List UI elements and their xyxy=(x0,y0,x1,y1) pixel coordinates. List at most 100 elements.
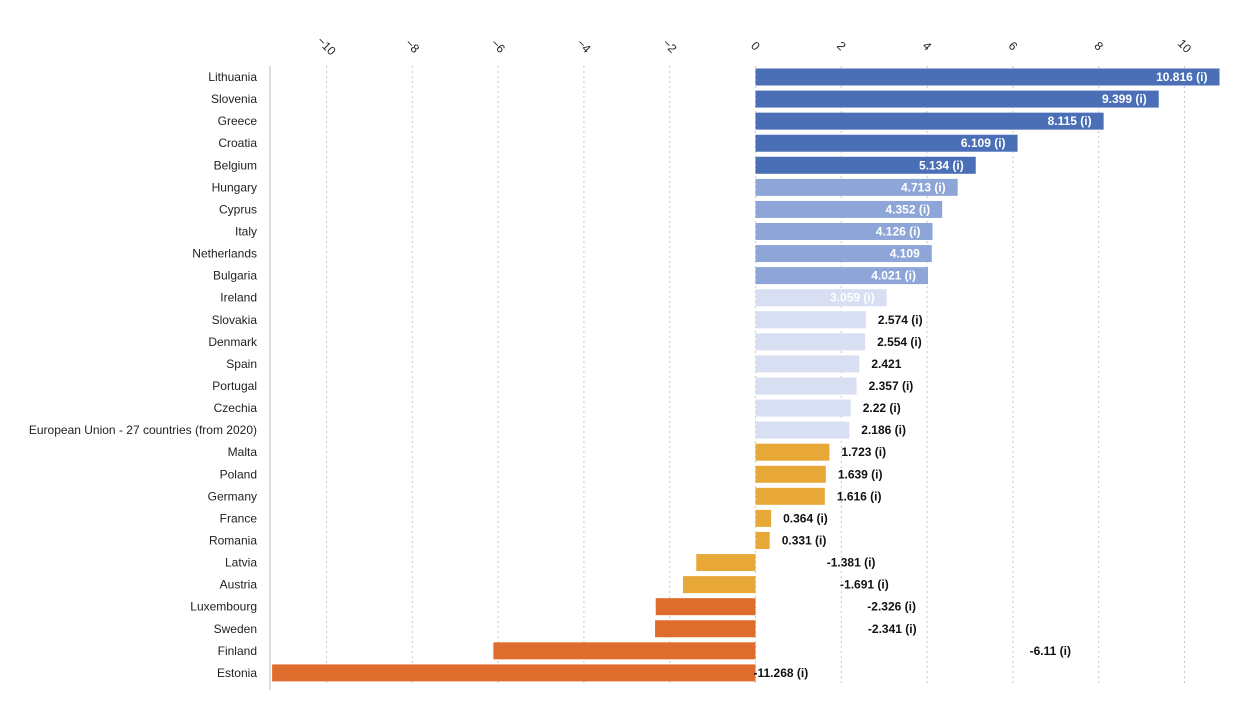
x-tick-label: 0 xyxy=(748,39,763,54)
value-label: 4.109 xyxy=(890,247,920,261)
category-label: Spain xyxy=(226,357,257,371)
bar[interactable] xyxy=(755,443,830,461)
bar[interactable] xyxy=(272,664,756,682)
x-tick-label: −4 xyxy=(574,36,594,56)
bar[interactable] xyxy=(682,576,756,594)
value-label: -11.268 (i) xyxy=(754,666,809,680)
category-label: Bulgaria xyxy=(213,269,257,283)
category-label: Malta xyxy=(228,445,258,459)
bars xyxy=(272,68,1220,682)
grid-layer xyxy=(269,66,1185,690)
value-label: 2.554 (i) xyxy=(877,335,922,349)
value-label: 10.816 (i) xyxy=(1156,70,1207,84)
bar[interactable] xyxy=(755,68,1220,86)
bar[interactable] xyxy=(655,620,756,638)
category-label: Portugal xyxy=(212,379,257,393)
category-label: Belgium xyxy=(214,158,257,172)
bar[interactable] xyxy=(755,399,851,417)
category-label: Estonia xyxy=(217,666,257,680)
category-label: Poland xyxy=(220,467,257,481)
value-label: 2.186 (i) xyxy=(861,423,906,437)
value-label: 8.115 (i) xyxy=(1048,114,1092,128)
category-label: Latvia xyxy=(225,556,257,570)
value-label: 0.364 (i) xyxy=(783,511,828,525)
value-label: 6.109 (i) xyxy=(961,136,1006,150)
category-label: Austria xyxy=(220,578,258,592)
bar[interactable] xyxy=(755,222,933,240)
value-label: 2.22 (i) xyxy=(863,401,901,415)
value-label: 9.399 (i) xyxy=(1102,92,1147,106)
bar[interactable] xyxy=(696,554,756,572)
bar[interactable] xyxy=(755,245,932,263)
value-label: 4.352 (i) xyxy=(885,202,930,216)
bar[interactable] xyxy=(755,134,1018,152)
value-labels: 10.816 (i) 9.399 (i) 8.115 (i) 6.109 (i) 5.1… xyxy=(754,70,1208,680)
bar[interactable] xyxy=(755,377,857,395)
category-label: Greece xyxy=(218,114,258,128)
x-tick-label: −6 xyxy=(488,36,508,56)
x-tick-label: −2 xyxy=(660,36,680,56)
category-label: Slovakia xyxy=(212,313,258,327)
category-label: Italy xyxy=(235,224,257,238)
value-label: 4.713 (i) xyxy=(901,180,946,194)
x-tick-label: 10 xyxy=(1175,36,1195,56)
x-tick-label: 6 xyxy=(1006,39,1021,54)
value-label: 4.126 (i) xyxy=(876,224,921,238)
category-label: Luxembourg xyxy=(190,600,257,614)
value-label: 4.021 (i) xyxy=(871,269,916,283)
category-label: Croatia xyxy=(218,136,257,150)
bar[interactable] xyxy=(755,421,850,439)
category-label: France xyxy=(220,511,258,525)
category-label: Romania xyxy=(209,533,257,547)
category-label: Denmark xyxy=(208,335,258,349)
bar[interactable] xyxy=(755,531,770,549)
bar[interactable] xyxy=(755,289,887,307)
category-label: Lithuania xyxy=(208,70,257,84)
bar[interactable] xyxy=(755,200,943,218)
x-axis-ticks: −10 −8 −6 −4 −2 0 2 4 6 8 10 xyxy=(314,34,1194,59)
bar[interactable] xyxy=(755,178,958,196)
x-tick-label: −8 xyxy=(403,36,423,56)
bar[interactable] xyxy=(755,487,825,505)
category-label: Cyprus xyxy=(219,202,257,216)
bar[interactable] xyxy=(755,355,860,373)
value-label: 0.331 (i) xyxy=(782,533,827,547)
value-label: -2.341 (i) xyxy=(868,622,917,636)
bar[interactable] xyxy=(755,112,1104,130)
category-label: Sweden xyxy=(214,622,257,636)
bar[interactable] xyxy=(755,509,772,527)
bar[interactable] xyxy=(755,311,866,329)
category-label: Czechia xyxy=(214,401,258,415)
bar[interactable] xyxy=(755,156,976,174)
category-label: Hungary xyxy=(212,180,257,194)
value-label: 2.574 (i) xyxy=(878,313,923,327)
category-label: Slovenia xyxy=(211,92,257,106)
category-labels: Lithuania Slovenia Greece Croatia Belgium Hun… xyxy=(29,70,258,680)
value-label: -1.381 (i) xyxy=(827,556,876,570)
value-label: -2.326 (i) xyxy=(867,600,916,614)
bar[interactable] xyxy=(755,465,826,483)
category-label: Germany xyxy=(208,489,257,503)
bar[interactable] xyxy=(755,267,929,285)
value-label: 3.059 (i) xyxy=(830,291,875,305)
category-label: European Union - 27 countries (from 2020… xyxy=(29,423,257,437)
x-tick-label: −10 xyxy=(314,34,339,59)
bar[interactable] xyxy=(493,642,756,660)
value-label: 1.616 (i) xyxy=(837,489,882,503)
category-label: Finland xyxy=(218,644,257,658)
value-label: 5.134 (i) xyxy=(919,158,964,172)
value-label: -6.11 (i) xyxy=(1030,644,1071,658)
bar[interactable] xyxy=(655,598,756,616)
value-label: 2.357 (i) xyxy=(869,379,914,393)
x-tick-label: 2 xyxy=(834,39,849,54)
category-label: Ireland xyxy=(220,291,257,305)
value-label: 1.639 (i) xyxy=(838,467,883,481)
x-tick-label: 8 xyxy=(1091,39,1106,54)
category-label: Netherlands xyxy=(192,247,257,261)
x-tick-label: 4 xyxy=(920,39,935,54)
bar[interactable] xyxy=(755,90,1159,108)
value-label: 1.723 (i) xyxy=(841,445,886,459)
bar[interactable] xyxy=(755,333,866,351)
value-label: 2.421 xyxy=(871,357,901,371)
